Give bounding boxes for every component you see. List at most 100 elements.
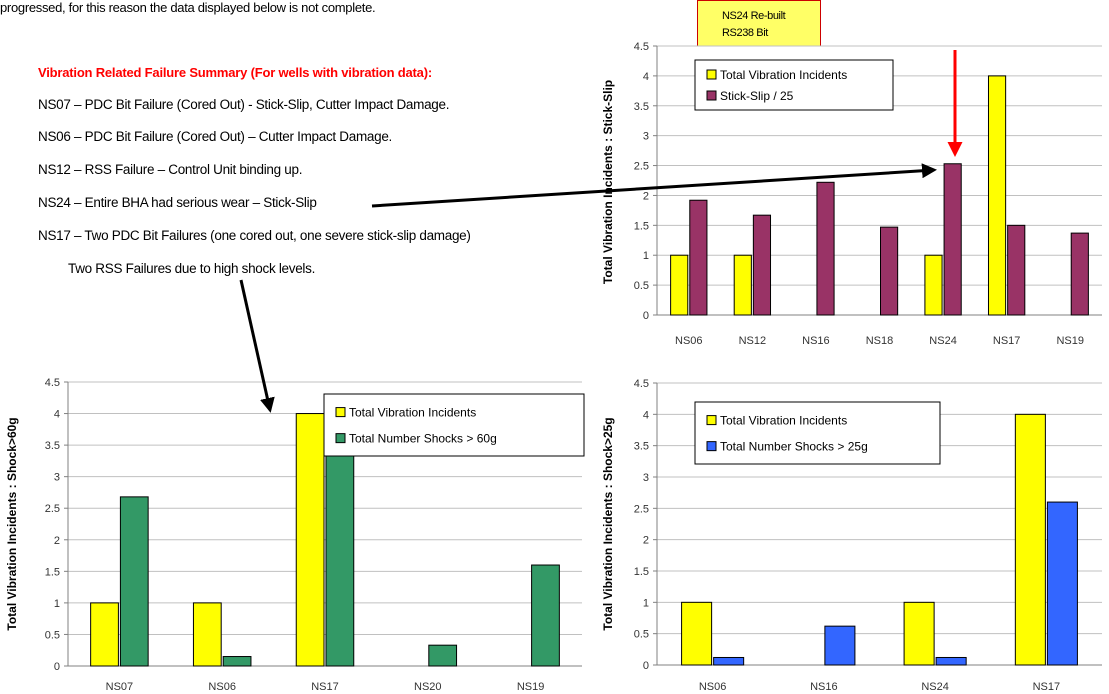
y-tick-label: 1 bbox=[643, 597, 649, 609]
legend-box bbox=[323, 393, 585, 457]
legend-label: Total Vibration Incidents bbox=[720, 68, 847, 82]
bar-ns17-series-2 bbox=[1007, 224, 1026, 316]
y-tick-label: 0 bbox=[54, 661, 60, 673]
bar-ns06-series-1 bbox=[192, 602, 222, 667]
bar-ns24-series-1 bbox=[903, 601, 935, 666]
y-tick-label: 1.5 bbox=[634, 566, 649, 578]
bar-ns06-series-2 bbox=[689, 199, 708, 316]
y-tick-label: 2.5 bbox=[45, 503, 60, 515]
x-tick-label: NS19 bbox=[1056, 335, 1084, 347]
y-tick-label: 4 bbox=[643, 71, 649, 83]
bar-ns06-series-2 bbox=[713, 656, 745, 666]
x-tick-label: NS19 bbox=[517, 681, 545, 693]
legend-box bbox=[694, 401, 941, 465]
y-tick-label: 2.5 bbox=[634, 503, 649, 515]
y-tick-label: 2 bbox=[643, 190, 649, 202]
y-tick-label: 0.5 bbox=[634, 629, 649, 641]
legend-swatch bbox=[706, 441, 717, 452]
bar-ns24-series-2 bbox=[943, 163, 962, 316]
legend-label: Total Vibration Incidents bbox=[349, 406, 476, 420]
bar-ns06-series-1 bbox=[681, 601, 713, 666]
callout-line-2: RS238 Bit bbox=[722, 27, 768, 39]
bar-ns12-series-1 bbox=[733, 254, 752, 316]
x-tick-label: NS12 bbox=[739, 335, 767, 347]
legend-swatch bbox=[335, 407, 346, 418]
bar-ns17-series-2 bbox=[1046, 501, 1078, 666]
bar-ns17-series-1 bbox=[295, 413, 325, 667]
y-tick-label: 0 bbox=[643, 310, 649, 322]
legend-swatch bbox=[706, 90, 717, 101]
shock-60g-chart: 0 0.5 1 1.5 2 2.5 3 3.5 4 4.5 NS07 NS06 NS17 NS20 NS19… bbox=[5, 377, 585, 693]
y-tick-label: 4.5 bbox=[45, 377, 60, 389]
bar-ns20-series-2 bbox=[428, 644, 458, 667]
legend-box bbox=[694, 59, 894, 111]
x-tick-label: NS16 bbox=[802, 335, 830, 347]
legend-label: Total Number Shocks > 60g bbox=[349, 432, 497, 446]
bar-ns07-series-1 bbox=[90, 602, 119, 667]
y-axis-label: Total Vibration Incidents : Shock>25g bbox=[601, 417, 615, 630]
bar-ns17-series-2 bbox=[325, 435, 355, 667]
x-tick-label: NS17 bbox=[993, 335, 1021, 347]
x-tick-label: NS24 bbox=[921, 681, 949, 693]
callout-line-1: NS24 Re-built bbox=[722, 10, 786, 22]
legend-label: Stick-Slip / 25 bbox=[720, 89, 794, 103]
bar-ns07-series-2 bbox=[119, 496, 149, 667]
bar-ns17-series-1 bbox=[1014, 413, 1046, 666]
y-tick-label: 4 bbox=[643, 409, 649, 421]
y-tick-label: 2.5 bbox=[634, 161, 649, 173]
bar-ns19-series-2 bbox=[1070, 232, 1089, 316]
summary-heading: Vibration Related Failure Summary (For w… bbox=[38, 65, 432, 80]
y-tick-label: 1 bbox=[54, 598, 60, 610]
bar-ns16-series-2 bbox=[816, 181, 835, 316]
legend-label: Total Number Shocks > 25g bbox=[720, 440, 868, 454]
failure-line-ns12: NS12 – RSS Failure – Control Unit bindin… bbox=[38, 162, 303, 177]
y-tick-label: 4.5 bbox=[634, 378, 649, 390]
bar-ns24-series-1 bbox=[924, 254, 943, 316]
y-tick-label: 4 bbox=[54, 409, 60, 421]
y-tick-label: 4.5 bbox=[634, 41, 649, 53]
x-tick-label: NS24 bbox=[929, 335, 957, 347]
x-tick-label: NS06 bbox=[699, 681, 727, 693]
bar-ns18-series-2 bbox=[880, 226, 899, 316]
y-tick-label: 3.5 bbox=[634, 101, 649, 113]
x-tick-label: NS06 bbox=[675, 335, 703, 347]
failure-line-ns07: NS07 – PDC Bit Failure (Cored Out) - Sti… bbox=[38, 97, 450, 112]
failure-line-ns24: NS24 – Entire BHA had serious wear – Sti… bbox=[38, 195, 317, 210]
legend-swatch bbox=[335, 433, 346, 444]
stick-slip-chart: 0 0.5 1 1.5 2 2.5 3 3.5 4 4.5 NS06 NS12 NS16 NS18 NS24… bbox=[601, 41, 1102, 347]
y-tick-label: 3 bbox=[643, 131, 649, 143]
y-tick-label: 1 bbox=[643, 250, 649, 262]
x-tick-label: NS07 bbox=[106, 681, 134, 693]
y-tick-label: 0.5 bbox=[634, 280, 649, 292]
x-tick-label: NS06 bbox=[208, 681, 236, 693]
failure-line-ns17: NS17 – Two PDC Bit Failures (one cored o… bbox=[38, 228, 471, 243]
y-tick-label: 1.5 bbox=[634, 220, 649, 232]
x-tick-label: NS17 bbox=[1033, 681, 1061, 693]
bar-ns24-series-2 bbox=[935, 656, 967, 666]
x-tick-label: NS18 bbox=[866, 335, 894, 347]
ns24-callout: NS24 Re-built RS238 Bit bbox=[697, 0, 821, 48]
y-tick-label: 0 bbox=[643, 660, 649, 672]
y-axis-label: Total Vibration Incidents : Stick-Slip bbox=[601, 80, 615, 284]
y-tick-label: 1.5 bbox=[45, 566, 60, 578]
x-tick-label: NS16 bbox=[810, 681, 838, 693]
legend-swatch bbox=[706, 69, 717, 80]
y-axis-label: Total Vibration Incidents : Shock>60g bbox=[5, 417, 19, 630]
y-tick-label: 2 bbox=[643, 535, 649, 547]
y-tick-label: 3 bbox=[643, 472, 649, 484]
y-tick-label: 2 bbox=[54, 535, 60, 547]
x-tick-label: NS20 bbox=[414, 681, 442, 693]
failure-line-ns17-rss: Two RSS Failures due to high shock level… bbox=[68, 261, 316, 276]
legend-swatch bbox=[706, 415, 717, 426]
y-tick-label: 3.5 bbox=[634, 441, 649, 453]
shock-25g-chart: 0 0.5 1 1.5 2 2.5 3 3.5 4 4.5 NS06 NS16 NS24 NS17 Tota… bbox=[601, 378, 1102, 693]
failure-line-ns06: NS06 – PDC Bit Failure (Cored Out) – Cut… bbox=[38, 129, 392, 144]
y-tick-label: 3 bbox=[54, 472, 60, 484]
bar-ns06-series-2 bbox=[222, 656, 252, 667]
legend-label: Total Vibration Incidents bbox=[720, 414, 847, 428]
y-tick-label: 0.5 bbox=[45, 629, 60, 641]
bar-ns12-series-2 bbox=[752, 214, 772, 316]
y-tick-label: 3.5 bbox=[45, 440, 60, 452]
x-tick-label: NS17 bbox=[311, 681, 339, 693]
bar-ns17-series-1 bbox=[987, 75, 1007, 316]
